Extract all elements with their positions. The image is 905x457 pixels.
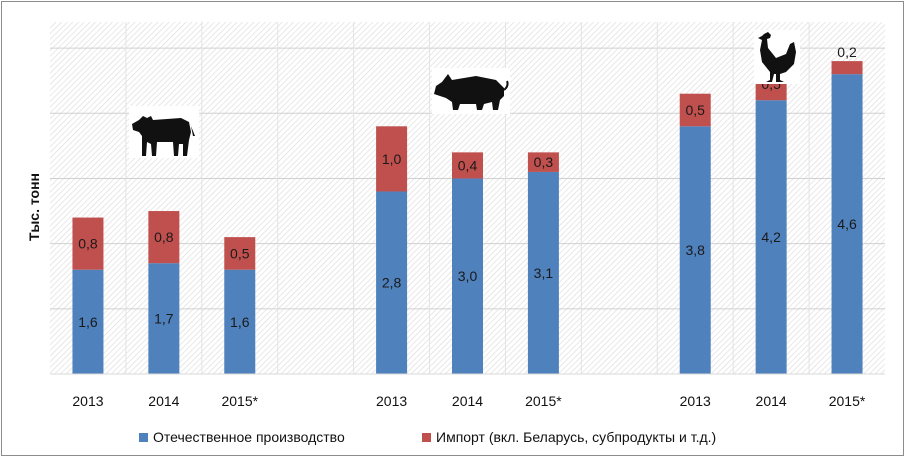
legend-item: Отечественное производство [139, 429, 345, 445]
data-label-import: 0,8 [154, 229, 174, 245]
legend: Отечественное производство Импорт (вкл. Б… [139, 429, 716, 445]
x-tick-label: 2015* [221, 393, 258, 409]
data-label-domestic: 2,8 [382, 275, 402, 291]
bar-domestic [72, 269, 104, 374]
bar-domestic [452, 178, 483, 374]
bar-domestic [527, 171, 559, 374]
animal-icons [129, 30, 800, 158]
bar-domestic [831, 74, 863, 375]
data-label-domestic: 3,1 [534, 265, 554, 281]
legend-item: Импорт (вкл. Беларусь, субпродукты и т.д… [422, 429, 716, 445]
bar-domestic [679, 126, 711, 374]
x-tick-label: 2013 [376, 393, 407, 409]
x-tick-label: 2014 [452, 393, 483, 409]
data-label-domestic: 1,7 [154, 311, 174, 327]
data-label-domestic: 4,2 [761, 229, 781, 245]
legend-swatch [139, 433, 148, 442]
data-label-import: 0,2 [837, 44, 857, 60]
bar-import [376, 126, 408, 192]
cow-icon [129, 106, 199, 158]
bar-import [148, 211, 180, 264]
data-label-import: 0,5 [230, 245, 250, 261]
x-tick-label: 2015* [829, 393, 866, 409]
data-label-import: 0,5 [685, 102, 705, 118]
pig-icon [432, 68, 510, 114]
data-label-domestic: 3,8 [685, 242, 705, 258]
data-label-import: 1,0 [382, 151, 402, 167]
chicken-icon [754, 30, 800, 84]
bar-domestic [755, 100, 787, 374]
legend-label: Импорт (вкл. Беларусь, субпродукты и т.д… [436, 429, 716, 445]
bar-domestic [224, 269, 256, 374]
data-label-import: 0,8 [78, 236, 98, 252]
data-label-import: 0,3 [534, 154, 554, 170]
data-label-domestic: 1,6 [78, 314, 98, 330]
x-tick-label: 2015* [525, 393, 562, 409]
bar-import [452, 152, 483, 179]
bar-import [527, 152, 559, 172]
y-axis-label: Тыс. тонн [26, 173, 42, 241]
bar-import [224, 237, 256, 270]
legend-label: Отечественное производство [153, 429, 345, 445]
x-tick-label: 2013 [680, 393, 711, 409]
data-label-domestic: 4,6 [837, 216, 857, 232]
data-label-domestic: 1,6 [230, 314, 250, 330]
x-axis-ticks: 2013 2014 2015* 2013 2014 2015* 2013 2014 2015* [72, 393, 866, 409]
bar-import [679, 93, 711, 127]
bar-domestic [376, 191, 408, 374]
bar-domestic [148, 263, 180, 374]
x-tick-label: 2014 [148, 393, 179, 409]
x-tick-label: 2013 [72, 393, 103, 409]
data-label-import: 0,4 [458, 157, 478, 173]
bar-import [72, 217, 104, 270]
bar-import [831, 61, 863, 75]
x-tick-label: 2014 [756, 393, 787, 409]
bars [72, 61, 863, 375]
data-label-domestic: 3,0 [458, 268, 478, 284]
legend-swatch [422, 433, 431, 442]
